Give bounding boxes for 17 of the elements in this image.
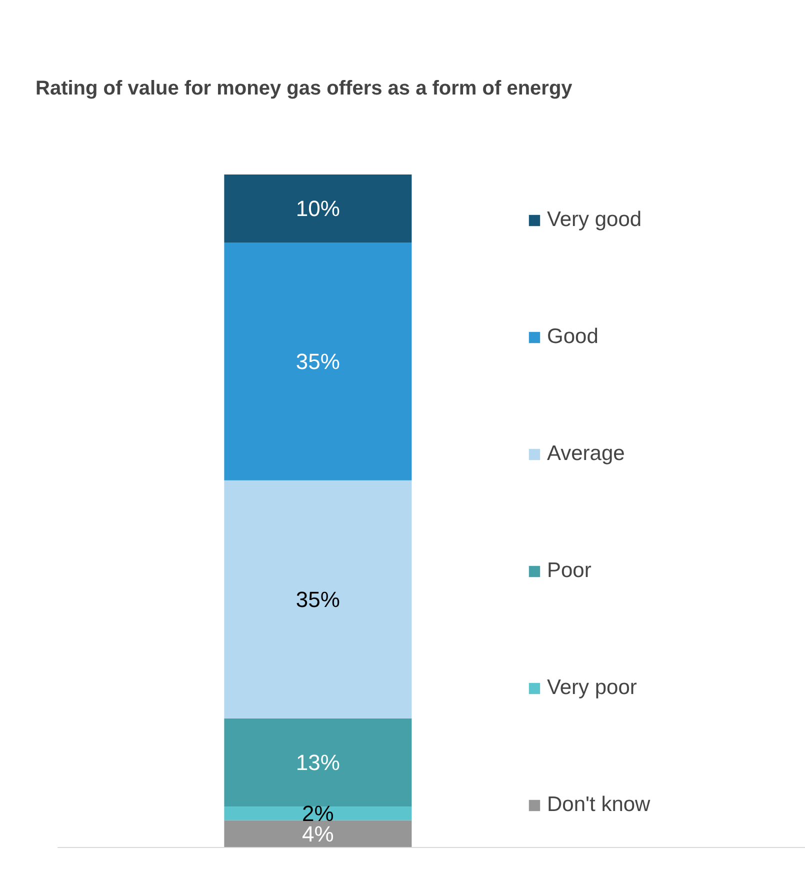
data-label: 13% [296, 750, 340, 776]
legend-label: Good [547, 325, 598, 349]
legend-label: Poor [547, 559, 592, 583]
legend-label: Average [547, 442, 625, 466]
legend-label: Don't know [547, 793, 650, 817]
legend-label: Very poor [547, 676, 637, 700]
bar [224, 174, 412, 242]
bar [224, 718, 412, 807]
bar [224, 480, 412, 718]
bar [224, 820, 412, 848]
data-label: 10% [296, 196, 340, 221]
legend-label: Very good [547, 208, 642, 232]
bar [224, 242, 412, 480]
data-label: 35% [296, 586, 340, 612]
chart-title: Rating of value for money gas offers as a form of energy [36, 78, 574, 100]
data-label: 35% [296, 348, 340, 374]
bar [224, 806, 412, 820]
